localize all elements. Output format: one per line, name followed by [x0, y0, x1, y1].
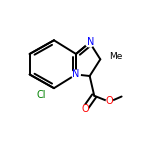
Circle shape [36, 90, 46, 100]
Text: O: O [81, 104, 89, 114]
Text: N: N [87, 37, 94, 47]
Text: Cl: Cl [36, 90, 46, 100]
Text: Me: Me [109, 52, 122, 61]
Circle shape [85, 38, 94, 47]
Circle shape [82, 105, 88, 112]
Text: O: O [106, 96, 114, 106]
Circle shape [72, 70, 80, 79]
Circle shape [106, 98, 113, 105]
Text: N: N [72, 69, 80, 79]
